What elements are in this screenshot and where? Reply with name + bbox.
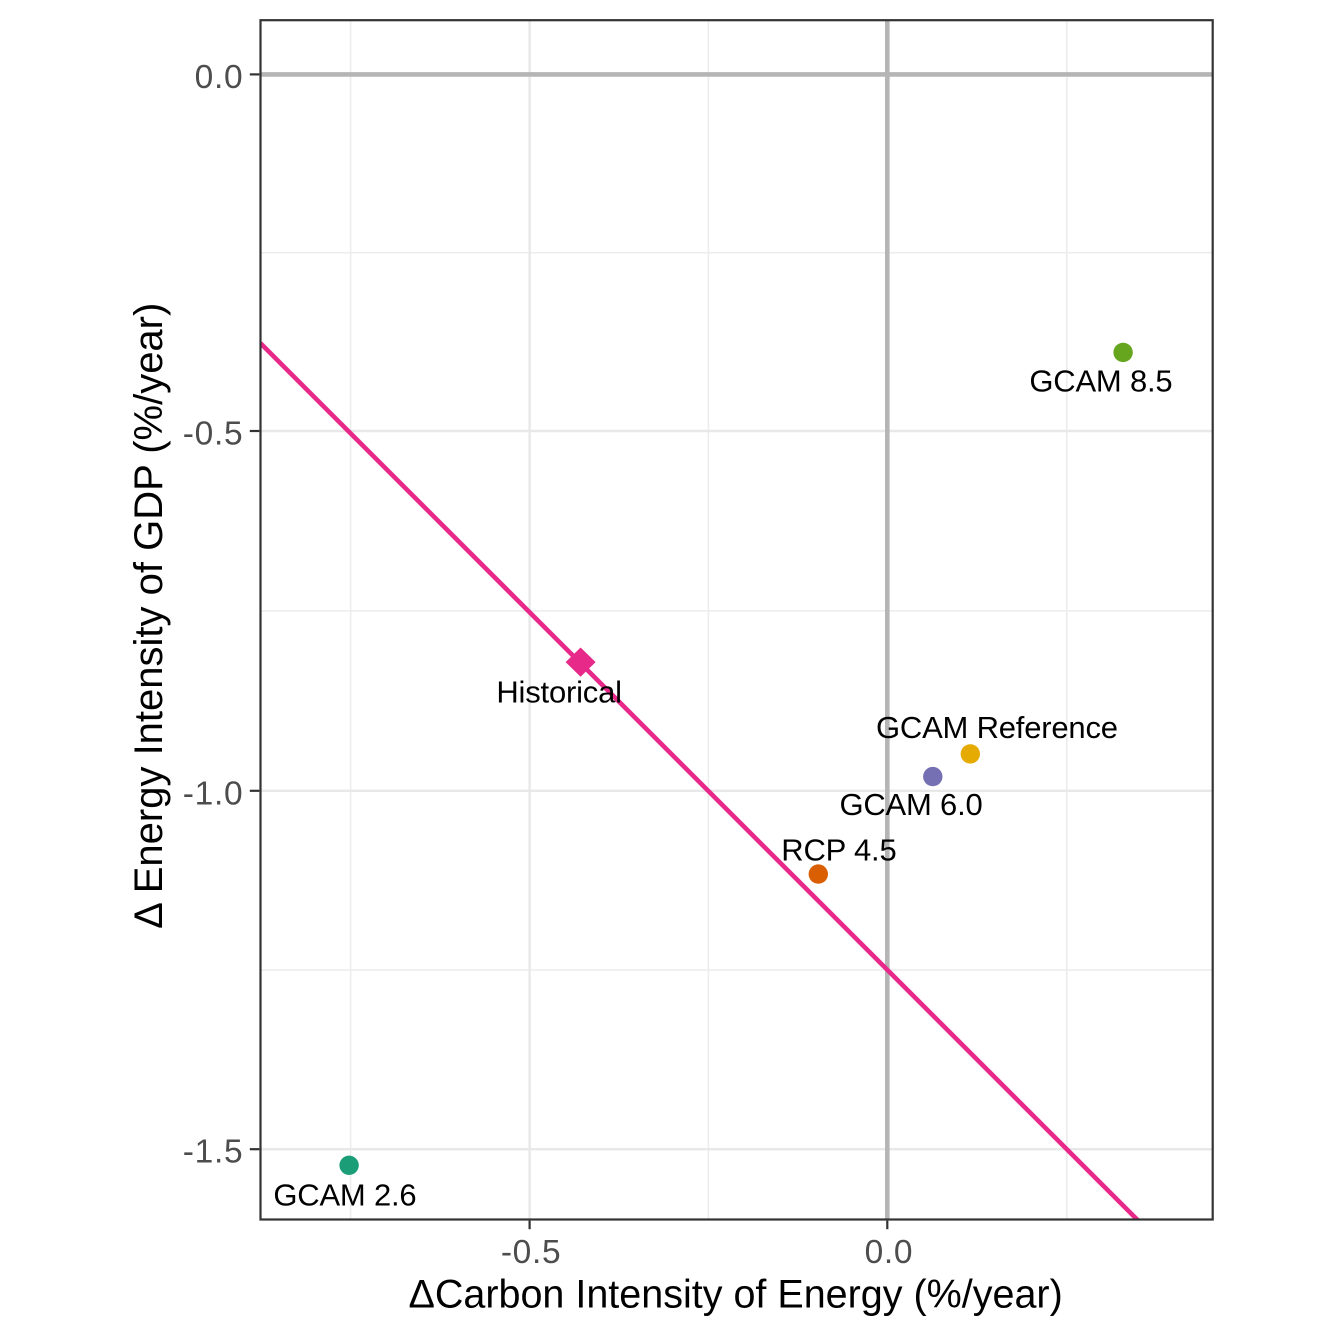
svg-text:GCAM 8.5: GCAM 8.5 — [1029, 364, 1172, 399]
svg-text:GCAM 6.0: GCAM 6.0 — [839, 787, 982, 822]
svg-text:ΔCarbon Intensity of Energy (%: ΔCarbon Intensity of Energy (%/year) — [408, 1273, 1062, 1317]
svg-text:GCAM 2.6: GCAM 2.6 — [273, 1178, 416, 1213]
svg-text:Historical: Historical — [496, 674, 621, 709]
svg-text:0.0: 0.0 — [865, 1234, 914, 1271]
svg-text:0.0: 0.0 — [195, 59, 244, 96]
svg-text:Δ Energy Intensity of GDP (%/y: Δ Energy Intensity of GDP (%/year) — [127, 303, 171, 929]
svg-text:-0.5: -0.5 — [183, 416, 244, 453]
svg-text:-1.5: -1.5 — [183, 1134, 244, 1171]
svg-text:-0.5: -0.5 — [501, 1234, 562, 1271]
svg-text:GCAM Reference: GCAM Reference — [876, 710, 1118, 745]
svg-text:-1.0: -1.0 — [183, 776, 244, 813]
svg-text:RCP 4.5: RCP 4.5 — [781, 832, 896, 867]
